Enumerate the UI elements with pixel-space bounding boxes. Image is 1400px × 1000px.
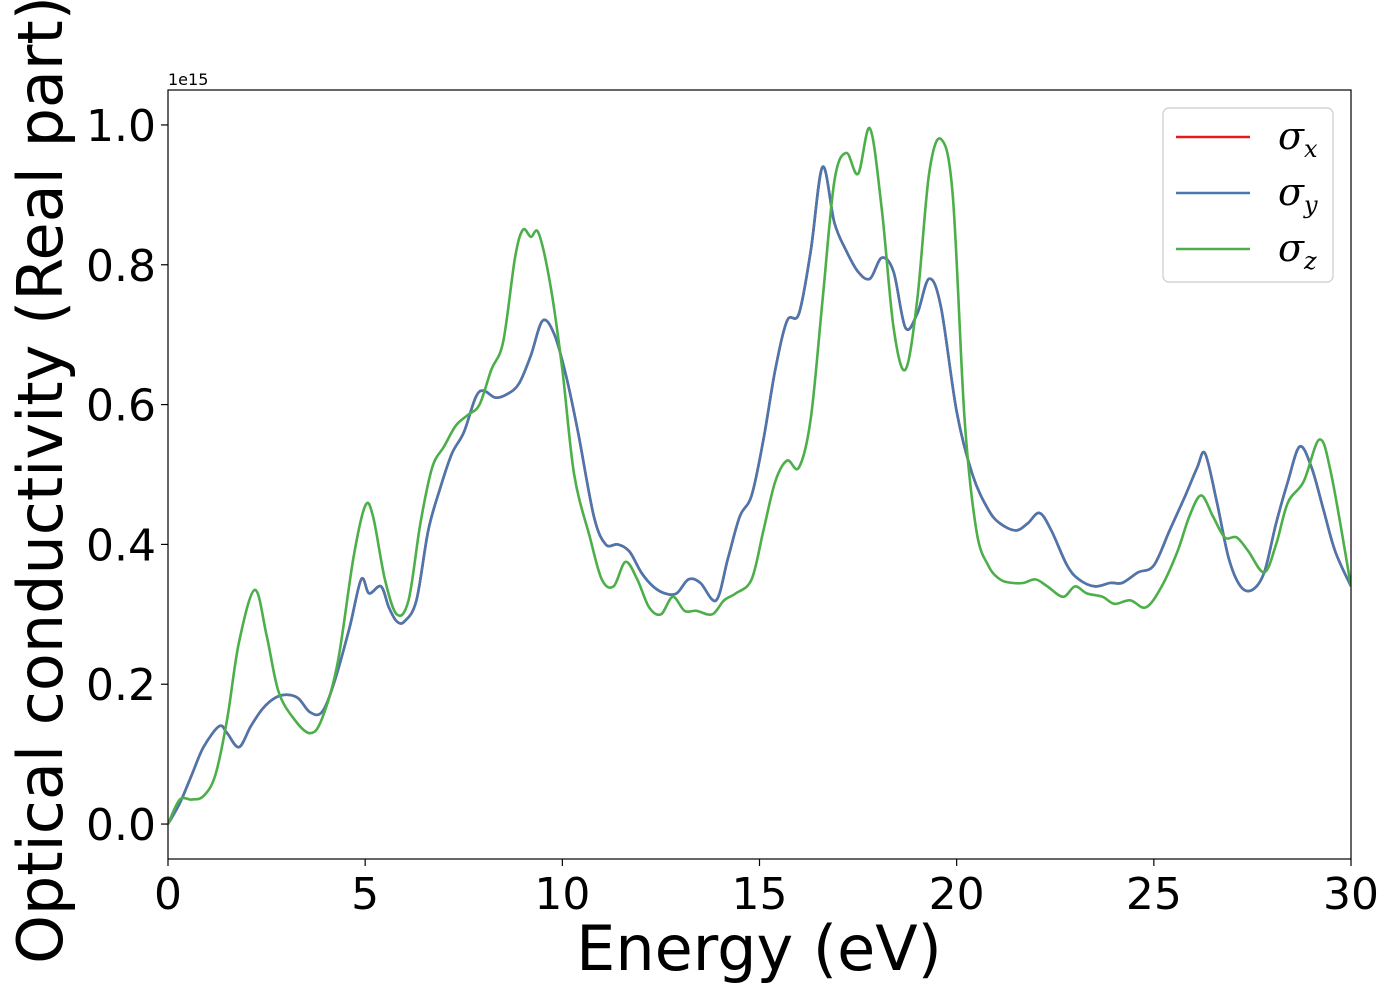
y-offset-text: 1e15 <box>168 70 208 89</box>
y-tick-label: 0.4 <box>86 520 156 571</box>
y-tick-label: 0.8 <box>86 241 156 292</box>
y-tick-label: 0.2 <box>86 660 156 711</box>
legend: σx σy σz <box>1162 107 1334 283</box>
x-tick-label: 25 <box>1126 869 1182 920</box>
y-tick-label: 0.6 <box>86 381 156 432</box>
x-axis: 0 5 10 15 20 25 30 <box>154 859 1379 920</box>
x-tick-label: 0 <box>154 869 182 920</box>
x-tick-label: 30 <box>1323 869 1379 920</box>
legend-label: σx <box>1278 114 1318 163</box>
x-tick-label: 10 <box>534 869 590 920</box>
x-axis-label: Energy (eV) <box>576 912 942 985</box>
series-lines <box>168 127 1351 825</box>
y-axis: 0.0 0.2 0.4 0.6 0.8 1.0 <box>86 101 168 851</box>
legend-item-z: σz <box>1176 226 1317 275</box>
legend-label: σz <box>1278 226 1317 275</box>
legend-box <box>1162 107 1334 283</box>
x-tick-label: 20 <box>929 869 985 920</box>
y-tick-label: 0.0 <box>86 800 156 851</box>
series-line-y <box>168 165 1351 825</box>
series-line-z <box>168 127 1351 825</box>
legend-item-x: σx <box>1176 114 1318 163</box>
legend-label: σy <box>1278 170 1318 219</box>
x-tick-label: 5 <box>351 869 379 920</box>
y-tick-label: 1.0 <box>86 101 156 152</box>
y-axis-label: Optical conductivity (Real part) <box>4 0 77 964</box>
x-tick-label: 15 <box>732 869 788 920</box>
legend-item-y: σy <box>1176 170 1318 219</box>
